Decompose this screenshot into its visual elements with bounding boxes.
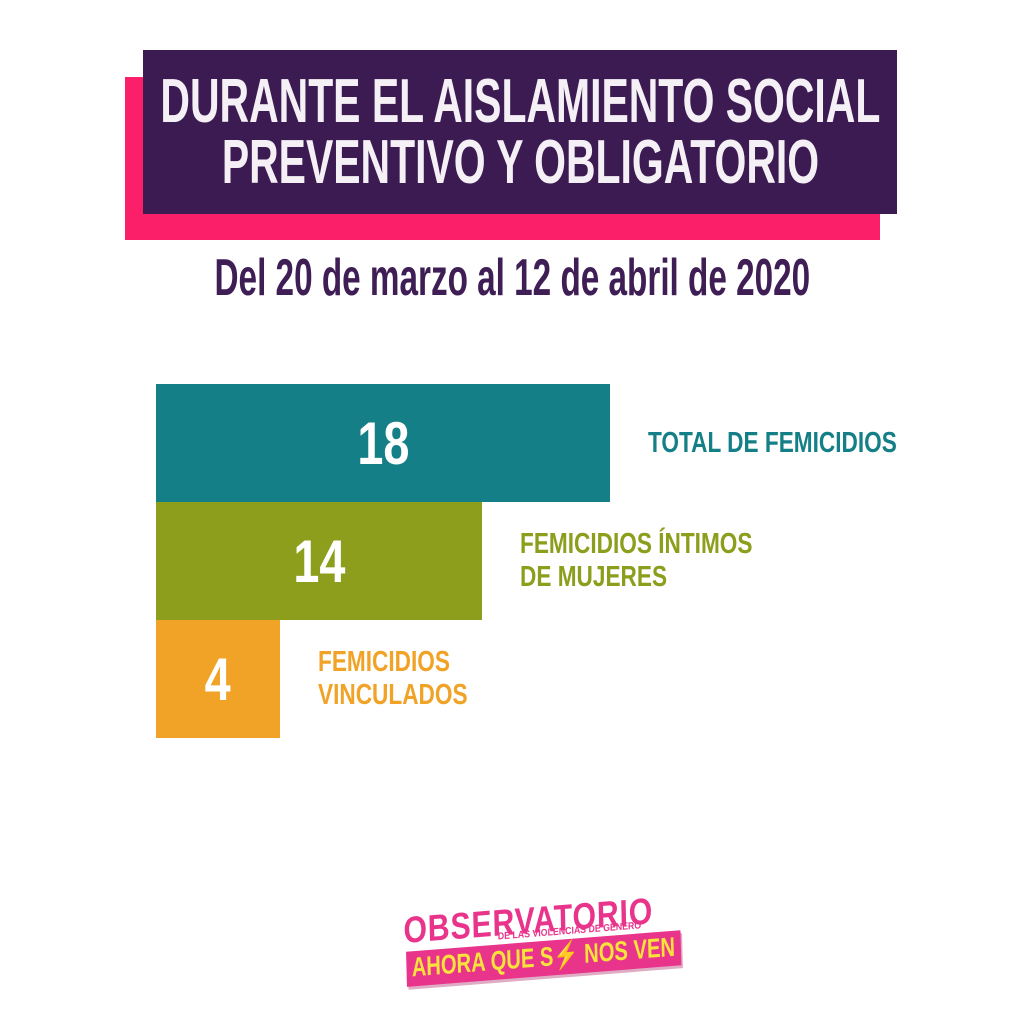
bar-value-femicidios-intimos: 14 (292, 527, 346, 595)
bar-label-line: TOTAL DE FEMICIDIOS (648, 426, 897, 459)
bar-femicidios-intimos: 14 (156, 502, 482, 620)
date-range-subtitle: Del 20 de marzo al 12 de abril de 2020 (0, 252, 1024, 304)
bar-row-femicidios-intimos: 14 FEMICIDIOS ÍNTIMOS DE MUJERES (156, 502, 967, 620)
bar-total-femicidios: 18 (156, 384, 610, 502)
bar-label-line: VINCULADOS (318, 679, 468, 711)
bar-value-femicidios-vinculados: 4 (204, 645, 232, 713)
logo-slogan-post: NOS VEN (578, 931, 676, 970)
bar-label-line: DE MUJERES (520, 561, 668, 593)
bar-value-total-femicidios: 18 (356, 409, 410, 477)
date-range-text: Del 20 de marzo al 12 de abril de 2020 (214, 249, 810, 307)
lightning-bolt-icon: ⚡ (553, 939, 579, 972)
bar-label-femicidios-vinculados: FEMICIDIOS VINCULADOS (318, 646, 468, 712)
bar-label-femicidios-intimos: FEMICIDIOS ÍNTIMOS DE MUJERES (520, 528, 752, 594)
title-banner: DURANTE EL AISLAMIENTO SOCIAL PREVENTIVO… (143, 50, 897, 214)
bar-row-femicidios-vinculados: 4 FEMICIDIOS VINCULADOS (156, 620, 967, 738)
bar-femicidios-vinculados: 4 (156, 620, 280, 738)
bar-label-total-femicidios: TOTAL DE FEMICIDIOS (648, 427, 897, 460)
page-title-line2: PREVENTIVO Y OBLIGATORIO (221, 128, 819, 197)
observatorio-logo: OBSERVATORIO DE LAS VIOLENCIAS DE GÉNERO… (402, 890, 682, 997)
femicides-bar-chart: 18 TOTAL DE FEMICIDIOS 14 FEMICIDIOS ÍNT… (156, 384, 967, 738)
page-title-line1: DURANTE EL AISLAMIENTO SOCIAL (160, 67, 880, 136)
bar-label-line: FEMICIDIOS ÍNTIMOS (520, 528, 753, 560)
bar-label-line: FEMICIDIOS (318, 646, 450, 678)
bar-row-total-femicidios: 18 TOTAL DE FEMICIDIOS (156, 384, 967, 502)
